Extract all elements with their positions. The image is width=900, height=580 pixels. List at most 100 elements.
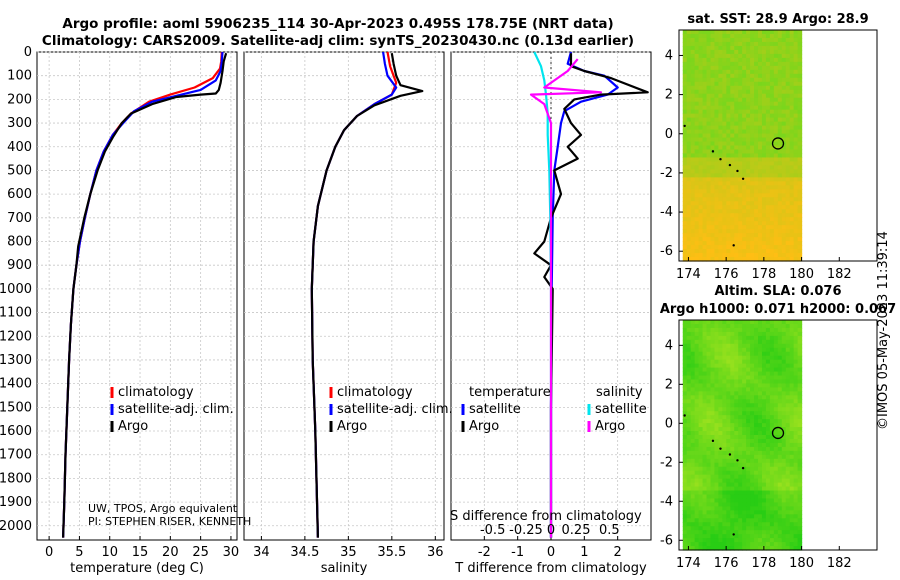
- map-cell: [686, 458, 692, 464]
- map-cell: [690, 221, 696, 226]
- map-cell: [785, 518, 791, 523]
- map-cell: [722, 97, 727, 103]
- map-cell: [769, 89, 775, 95]
- map-cell: [761, 53, 767, 59]
- map-cell: [765, 498, 771, 504]
- map-cell: [706, 97, 712, 103]
- map-cell: [738, 137, 743, 143]
- map-cell: [758, 225, 763, 230]
- map-cell: [694, 149, 700, 155]
- map-cell: [754, 323, 759, 329]
- map-cell: [754, 237, 759, 242]
- map-cell: [686, 133, 692, 139]
- map-cell: [797, 502, 803, 507]
- map-cell: [710, 45, 716, 51]
- map-cell: [718, 538, 723, 543]
- map-cell: [710, 474, 716, 480]
- map-cell: [746, 466, 751, 472]
- map-cell: [773, 538, 779, 543]
- map-cell: [773, 546, 779, 551]
- map-cell: [789, 510, 795, 515]
- map-cell: [722, 221, 727, 226]
- map-cell: [694, 403, 700, 408]
- map-cell: [702, 375, 708, 381]
- map-cell: [758, 37, 763, 43]
- map-cell: [758, 221, 763, 226]
- map-cell: [769, 339, 775, 345]
- map-cell: [777, 37, 783, 43]
- map-cell: [730, 387, 735, 392]
- map-cell: [797, 530, 803, 535]
- map-cell: [785, 97, 791, 103]
- map-cell: [781, 81, 787, 87]
- map-cell: [758, 185, 763, 190]
- map-cell: [702, 181, 708, 186]
- map-cell: [750, 399, 755, 404]
- map-cell: [738, 253, 743, 258]
- map-cell: [710, 69, 716, 75]
- map-cell: [789, 546, 795, 551]
- map-cell: [793, 225, 799, 230]
- y-tick-label: -2: [660, 166, 673, 181]
- map-cell: [789, 371, 795, 377]
- map-cell: [793, 221, 799, 226]
- map-cell: [734, 73, 739, 79]
- map-cell: [789, 458, 795, 464]
- map-cell: [765, 213, 771, 218]
- map-cell: [726, 423, 731, 428]
- map-cell: [797, 165, 803, 170]
- map-cell: [765, 438, 771, 444]
- map-cell: [730, 359, 735, 365]
- map-cell: [702, 61, 708, 67]
- map-cell: [777, 177, 783, 182]
- map-cell: [714, 450, 720, 456]
- map-cell: [706, 466, 712, 472]
- map-cell: [698, 498, 704, 504]
- map-cell: [722, 510, 727, 515]
- map-cell: [722, 205, 727, 210]
- map-cell: [750, 438, 755, 444]
- map-cell: [754, 454, 759, 460]
- map-cell: [738, 109, 743, 115]
- map-cell: [734, 478, 739, 484]
- map-cell: [746, 522, 751, 527]
- map-cell: [682, 542, 688, 547]
- map-cell: [746, 534, 751, 539]
- map-cell: [742, 371, 747, 377]
- map-cell: [781, 105, 787, 111]
- map-cell: [686, 121, 692, 127]
- map-cell: [686, 65, 692, 71]
- island-dot: [711, 439, 715, 443]
- map-cell: [789, 69, 795, 75]
- map-cell: [706, 209, 712, 214]
- diff-temp-header: temperature: [469, 385, 551, 400]
- map-cell: [682, 193, 688, 198]
- map-cell: [754, 30, 759, 35]
- map-cell: [726, 181, 731, 186]
- map-cell: [710, 395, 716, 400]
- map-cell: [797, 482, 803, 488]
- map-cell: [726, 201, 731, 206]
- map-cell: [694, 423, 700, 428]
- map-cell: [726, 45, 731, 51]
- map-cell: [686, 161, 692, 167]
- map-cell: [698, 530, 704, 535]
- map-cell: [781, 53, 787, 59]
- map-cell: [726, 57, 731, 63]
- map-cell: [698, 415, 704, 420]
- map-cell: [718, 49, 723, 55]
- map-cell: [758, 213, 763, 218]
- map-cell: [730, 526, 735, 531]
- map-cell: [738, 149, 743, 155]
- map-cell: [765, 193, 771, 198]
- map-cell: [793, 149, 799, 155]
- map-cell: [797, 514, 803, 519]
- map-cell: [682, 185, 688, 190]
- map-cell: [758, 320, 763, 325]
- map-cell: [746, 331, 751, 337]
- map-cell: [694, 482, 700, 488]
- map-cell: [758, 97, 763, 103]
- map-cell: [702, 97, 708, 103]
- map-cell: [765, 153, 771, 159]
- map-cell: [777, 245, 783, 250]
